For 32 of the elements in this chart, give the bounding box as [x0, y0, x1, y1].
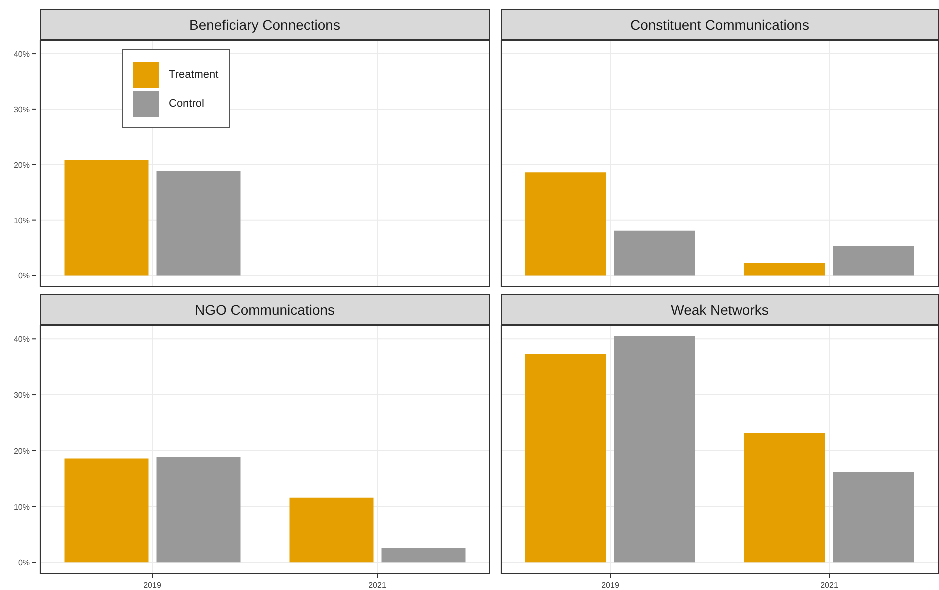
- x-tick-label: 2019: [144, 581, 162, 590]
- y-tick-label: 20%: [14, 446, 30, 456]
- legend-label: Treatment: [169, 69, 219, 81]
- y-tick-label: 20%: [14, 160, 30, 170]
- bar: [525, 354, 606, 563]
- y-tick-label: 40%: [14, 335, 30, 344]
- x-tick-label: 2021: [368, 581, 387, 590]
- legend-label: Control: [169, 98, 204, 110]
- chart-title: Weak Networks: [501, 294, 939, 325]
- bar: [744, 433, 826, 563]
- bar: [744, 263, 826, 276]
- chart-title: Beneficiary Connections: [40, 9, 490, 40]
- bar: [833, 472, 914, 563]
- bar: [525, 172, 606, 276]
- y-tick-label: 10%: [14, 216, 30, 226]
- bar: [290, 498, 374, 563]
- y-tick-label: 40%: [14, 50, 30, 60]
- bar: [614, 230, 696, 276]
- y-tick-label: 0%: [18, 272, 30, 281]
- chart-title: Constituent Communications: [501, 9, 939, 40]
- bar: [64, 458, 149, 563]
- y-tick-label: 0%: [18, 558, 30, 568]
- bar: [156, 457, 241, 563]
- y-tick-label: 10%: [14, 502, 30, 512]
- x-tick-label: 2019: [602, 581, 620, 590]
- x-tick-label: 2021: [820, 581, 839, 590]
- chart-title: NGO Communications: [40, 294, 490, 325]
- bar: [614, 336, 696, 563]
- y-tick-label: 30%: [14, 391, 30, 400]
- bar: [382, 548, 466, 563]
- y-tick-label: 30%: [14, 105, 30, 114]
- bar: [833, 246, 914, 276]
